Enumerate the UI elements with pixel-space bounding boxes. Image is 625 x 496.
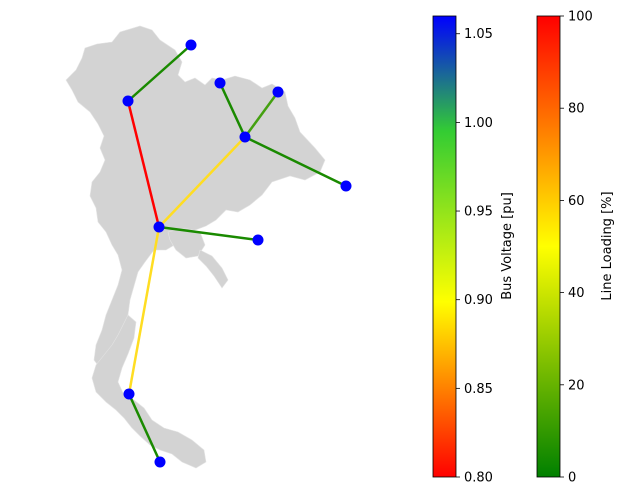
bus-b3 (214, 77, 226, 89)
voltage-tick-label: 1.05 (464, 27, 493, 42)
line-b1-b2 (127, 44, 192, 102)
bus-b7 (153, 221, 165, 233)
voltage-tick-label: 0.80 (464, 471, 493, 486)
line-b2-b7 (126, 100, 161, 228)
line-b5-b6 (244, 135, 347, 188)
line-b9-b10 (127, 393, 162, 463)
line-b7-b8 (158, 225, 259, 242)
loading-colorbar-bar (536, 15, 561, 478)
voltage-tick-label: 0.95 (464, 205, 493, 220)
line-b7-b9 (127, 226, 161, 395)
voltage-tick-label: 1.00 (464, 116, 493, 131)
voltage-colorbar-label: Bus Voltage [pu] (500, 192, 515, 300)
loading-tick-label: 60 (568, 194, 585, 209)
country-map (65, 25, 326, 469)
loading-colorbar-ticks: 0 20 40 60 80 100 (560, 10, 593, 486)
bus-b2 (122, 95, 134, 107)
voltage-colorbar-ticks: 0.80 0.85 0.90 0.95 1.00 1.05 (456, 27, 493, 486)
bus-b9 (123, 388, 135, 400)
bus-b5 (239, 131, 251, 143)
voltage-tick-label: 0.90 (464, 293, 493, 308)
map-peninsula (91, 314, 207, 469)
bus-b10 (154, 456, 166, 468)
map-southeast-coast (197, 249, 229, 289)
loading-colorbar: 0 20 40 60 80 100 Line Loading [%] (536, 10, 615, 486)
loading-tick-label: 0 (568, 471, 576, 486)
line-b4-b5 (243, 91, 280, 138)
loading-tick-label: 80 (568, 102, 585, 117)
voltage-colorbar: 0.80 0.85 0.90 0.95 1.00 1.05 Bus Voltage [pu… (432, 15, 515, 486)
map-north-region (65, 25, 326, 369)
loading-tick-label: 20 (568, 378, 585, 393)
bus-b8 (252, 234, 264, 246)
network-lines (126, 44, 347, 463)
voltage-colorbar-bar (432, 15, 457, 478)
loading-tick-label: 100 (568, 10, 593, 25)
loading-tick-label: 40 (568, 286, 585, 301)
line-b5-b7 (158, 136, 246, 228)
bus-b6 (340, 180, 352, 192)
network-buses (122, 39, 352, 468)
loading-colorbar-label: Line Loading [%] (600, 191, 615, 300)
map-gulf-region (167, 227, 206, 259)
bus-b4 (272, 86, 284, 98)
bus-b1 (185, 39, 197, 51)
voltage-tick-label: 0.85 (464, 382, 493, 397)
line-b3-b5 (218, 82, 247, 138)
